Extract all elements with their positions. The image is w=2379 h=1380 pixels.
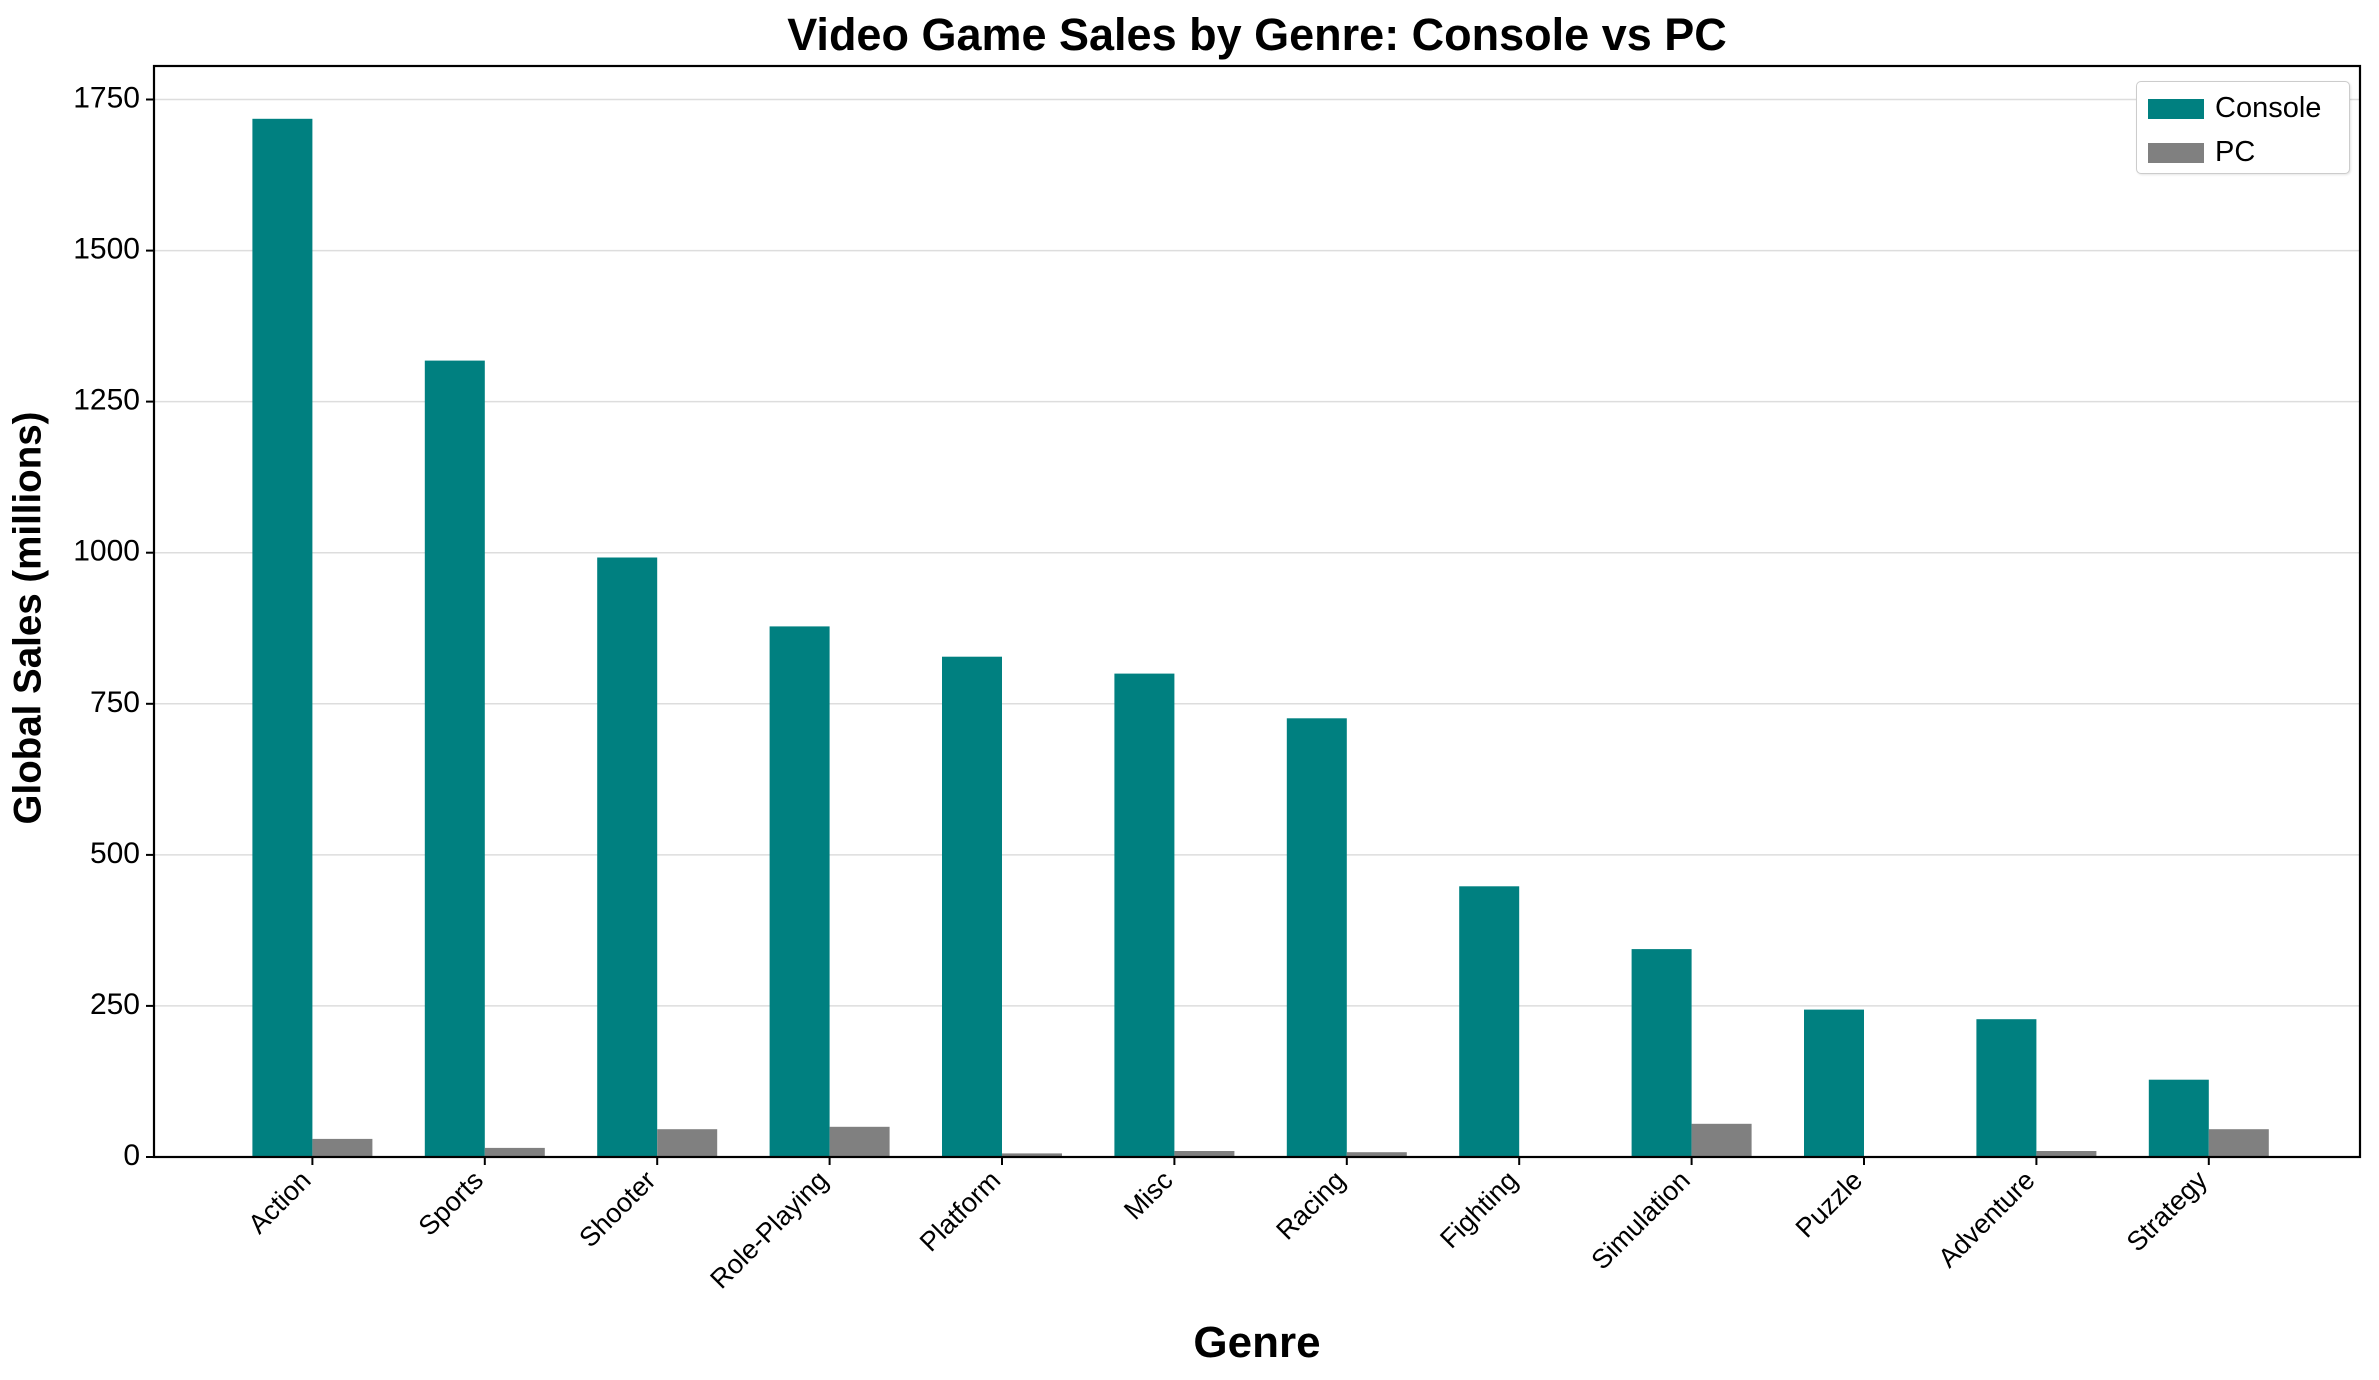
- svg-text:0: 0: [123, 1139, 140, 1172]
- svg-text:Sports: Sports: [413, 1165, 489, 1241]
- svg-text:250: 250: [90, 988, 140, 1021]
- svg-text:Shooter: Shooter: [573, 1165, 661, 1253]
- svg-text:Racing: Racing: [1270, 1165, 1351, 1246]
- svg-text:Strategy: Strategy: [2121, 1165, 2214, 1258]
- svg-text:1250: 1250: [73, 384, 140, 417]
- svg-text:750: 750: [90, 686, 140, 719]
- svg-text:Misc: Misc: [1118, 1165, 1178, 1225]
- svg-text:Action: Action: [242, 1165, 316, 1239]
- svg-text:1750: 1750: [73, 82, 140, 115]
- svg-text:Puzzle: Puzzle: [1790, 1165, 1869, 1244]
- svg-text:Role-Playing: Role-Playing: [704, 1165, 833, 1294]
- svg-text:Fighting: Fighting: [1434, 1165, 1523, 1254]
- svg-text:Simulation: Simulation: [1585, 1165, 1695, 1275]
- svg-text:1500: 1500: [73, 233, 140, 266]
- svg-text:500: 500: [90, 837, 140, 870]
- svg-text:1000: 1000: [73, 535, 140, 568]
- svg-text:Platform: Platform: [914, 1165, 1006, 1257]
- svg-text:Adventure: Adventure: [1932, 1165, 2040, 1273]
